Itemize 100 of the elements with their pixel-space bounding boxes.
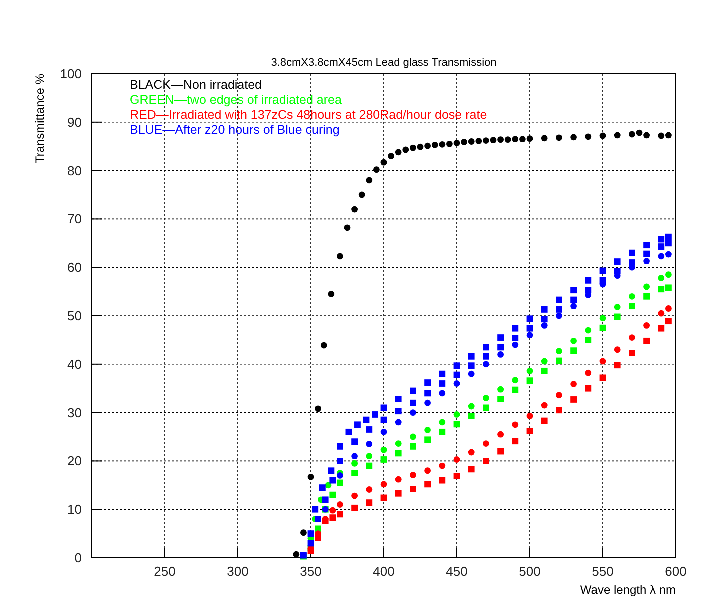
point [319, 484, 326, 492]
text: RED—Irradiated with 137zCs 48hours at 280Rad/hour dose rate [130, 108, 488, 122]
point [395, 419, 402, 426]
point [666, 132, 672, 139]
point [468, 138, 475, 145]
point [366, 500, 373, 506]
point [644, 242, 650, 249]
point [483, 361, 490, 368]
point [504, 136, 512, 144]
point [388, 153, 394, 160]
point [644, 322, 650, 329]
point [337, 458, 344, 464]
point [454, 473, 460, 480]
point [468, 449, 475, 456]
point [380, 456, 388, 463]
point [337, 443, 344, 450]
y-tick-label: 80 [68, 163, 82, 178]
point [629, 303, 636, 310]
y-tick-label: 100 [60, 66, 82, 82]
point [300, 530, 307, 536]
point [328, 468, 335, 474]
x-axis-title: Wave length λ nm [580, 583, 676, 597]
point [498, 448, 504, 455]
point [644, 284, 650, 290]
point [658, 244, 665, 250]
point [395, 149, 402, 156]
point [498, 352, 504, 358]
point [395, 476, 402, 483]
point [315, 534, 322, 542]
y-tick-label: 20 [68, 454, 82, 469]
point [468, 466, 475, 473]
point [410, 388, 416, 394]
point [424, 390, 431, 397]
point [395, 408, 402, 415]
point [658, 310, 665, 317]
point [352, 206, 358, 213]
point [439, 477, 446, 484]
point [570, 296, 577, 304]
point [629, 293, 636, 300]
point [461, 139, 468, 146]
point [614, 362, 621, 369]
point [666, 318, 672, 325]
point [644, 338, 650, 344]
point [512, 377, 519, 384]
point [556, 134, 562, 142]
point [454, 412, 460, 418]
point [483, 440, 490, 447]
point [629, 131, 636, 138]
point [439, 141, 446, 148]
point [468, 370, 475, 378]
point [541, 358, 548, 365]
point [614, 314, 621, 320]
point [439, 419, 446, 426]
point [512, 325, 519, 332]
point [439, 428, 446, 436]
point [315, 516, 322, 522]
point [658, 236, 665, 243]
point [512, 136, 519, 143]
point [320, 342, 328, 349]
point [585, 327, 592, 334]
point [526, 412, 534, 420]
point [541, 316, 548, 323]
point [585, 337, 592, 344]
x-tick-label: 350 [300, 564, 322, 579]
point [395, 396, 402, 402]
point [600, 315, 606, 322]
point [424, 468, 431, 474]
point [526, 378, 534, 384]
point [600, 358, 606, 365]
y-tick-label: 10 [68, 502, 82, 518]
point [570, 303, 577, 310]
point [352, 453, 358, 460]
x-tick-label: 400 [373, 564, 395, 579]
point [556, 392, 562, 399]
point [498, 386, 504, 393]
point [600, 132, 606, 140]
point [614, 258, 621, 265]
y-tick-label: 0 [74, 550, 82, 566]
text: BLUE—After z20 hours of Blue curing [130, 123, 340, 137]
point [520, 136, 526, 143]
x-tick-label: 550 [592, 564, 614, 579]
point [439, 462, 446, 470]
point [417, 144, 424, 150]
point [312, 506, 319, 513]
point [490, 137, 497, 144]
point [468, 403, 475, 410]
point [352, 492, 358, 500]
x-tick-label: 500 [519, 564, 541, 579]
point [363, 416, 370, 424]
point [308, 548, 314, 554]
point [395, 490, 402, 497]
point [468, 353, 475, 360]
point [512, 386, 519, 394]
point [636, 130, 643, 136]
point [468, 362, 475, 370]
point [556, 358, 562, 364]
point [512, 422, 519, 428]
point [346, 428, 352, 436]
point [526, 325, 534, 332]
point [541, 306, 548, 313]
